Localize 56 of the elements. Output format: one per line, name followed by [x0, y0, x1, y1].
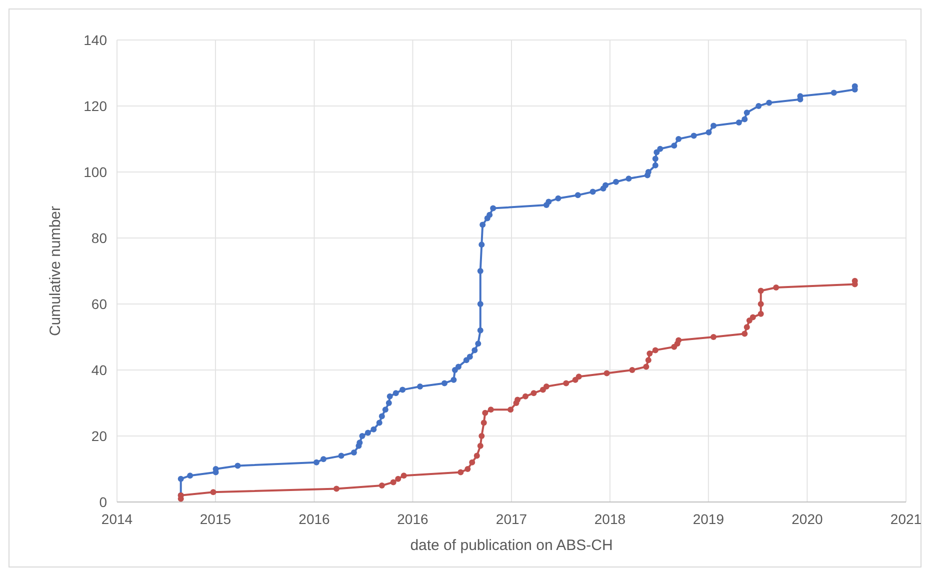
point — [464, 466, 471, 472]
x-tick-label: 2018 — [594, 511, 626, 527]
point — [477, 442, 484, 449]
point — [395, 476, 402, 482]
y-tick-label: 100 — [84, 164, 108, 180]
x-axis-title: date of publication on ABS-CH — [410, 537, 613, 554]
x-tick-label: 2017 — [496, 511, 528, 527]
point — [742, 330, 748, 337]
point — [758, 288, 764, 294]
x-tick-label: 2019 — [692, 511, 724, 527]
point — [210, 489, 216, 496]
y-tick-label: 120 — [84, 98, 108, 114]
point — [629, 367, 636, 373]
point — [710, 334, 717, 340]
point — [514, 396, 521, 403]
x-tick-label: 2015 — [200, 511, 232, 527]
y-tick-label: 0 — [99, 494, 108, 510]
point — [469, 459, 476, 466]
y-tick-label: 20 — [91, 428, 108, 444]
point — [604, 370, 610, 376]
y-tick-label: 60 — [91, 296, 108, 312]
point — [482, 410, 488, 416]
point — [333, 486, 340, 492]
x-tick-label: 2016 — [298, 511, 330, 527]
point — [530, 390, 537, 396]
point — [576, 374, 582, 380]
point — [543, 384, 550, 390]
point — [773, 284, 780, 290]
point — [676, 337, 682, 344]
x-tick-label: 2020 — [792, 511, 823, 527]
point — [758, 301, 764, 307]
point — [474, 452, 480, 459]
point — [458, 469, 464, 476]
y-tick-label: 40 — [91, 362, 108, 378]
point — [390, 479, 396, 486]
point — [750, 314, 756, 320]
point — [480, 420, 487, 426]
point — [643, 364, 650, 370]
y-tick-label: 140 — [84, 32, 108, 48]
point — [563, 380, 570, 386]
point — [478, 433, 485, 439]
y-axis-title: Cumulative number — [47, 206, 64, 336]
x-tick-label: 2016 — [397, 511, 428, 527]
point — [758, 310, 764, 317]
y-tick-label: 80 — [91, 230, 108, 246]
point — [645, 357, 652, 364]
x-tick-label: 2014 — [101, 511, 133, 527]
point — [508, 406, 514, 413]
point — [652, 347, 658, 354]
point — [488, 406, 494, 413]
point — [378, 482, 385, 488]
point — [400, 472, 407, 479]
point — [744, 324, 750, 330]
point — [646, 350, 653, 356]
point — [522, 393, 528, 400]
x-tick-label: 2021 — [890, 511, 922, 527]
